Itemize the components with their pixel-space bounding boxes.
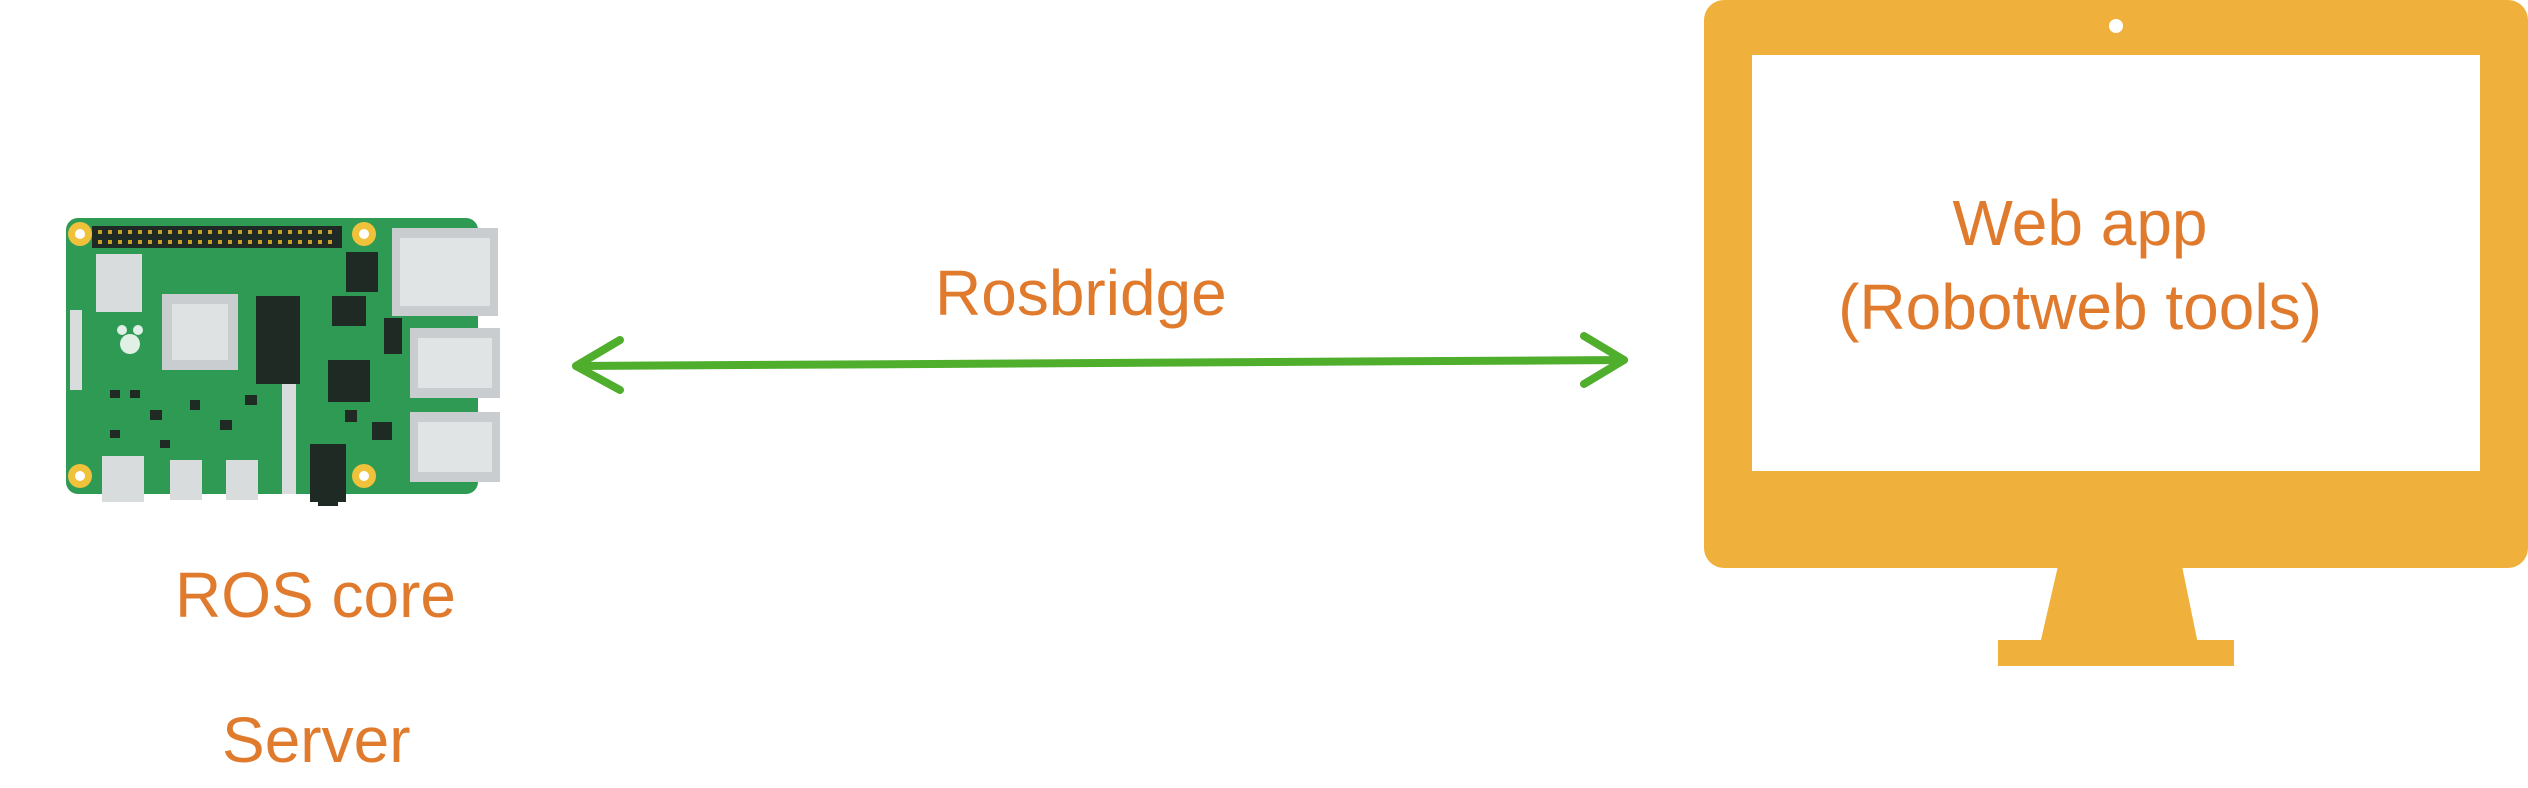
server-label-ros-core: ROS core (175, 559, 456, 631)
server-label-server: Server (222, 704, 411, 776)
client-label-web-app: Web app (1952, 187, 2208, 259)
client-label-robotweb-tools: (Robotweb tools) (1838, 271, 2322, 343)
connection-label: Rosbridge (935, 257, 1227, 329)
